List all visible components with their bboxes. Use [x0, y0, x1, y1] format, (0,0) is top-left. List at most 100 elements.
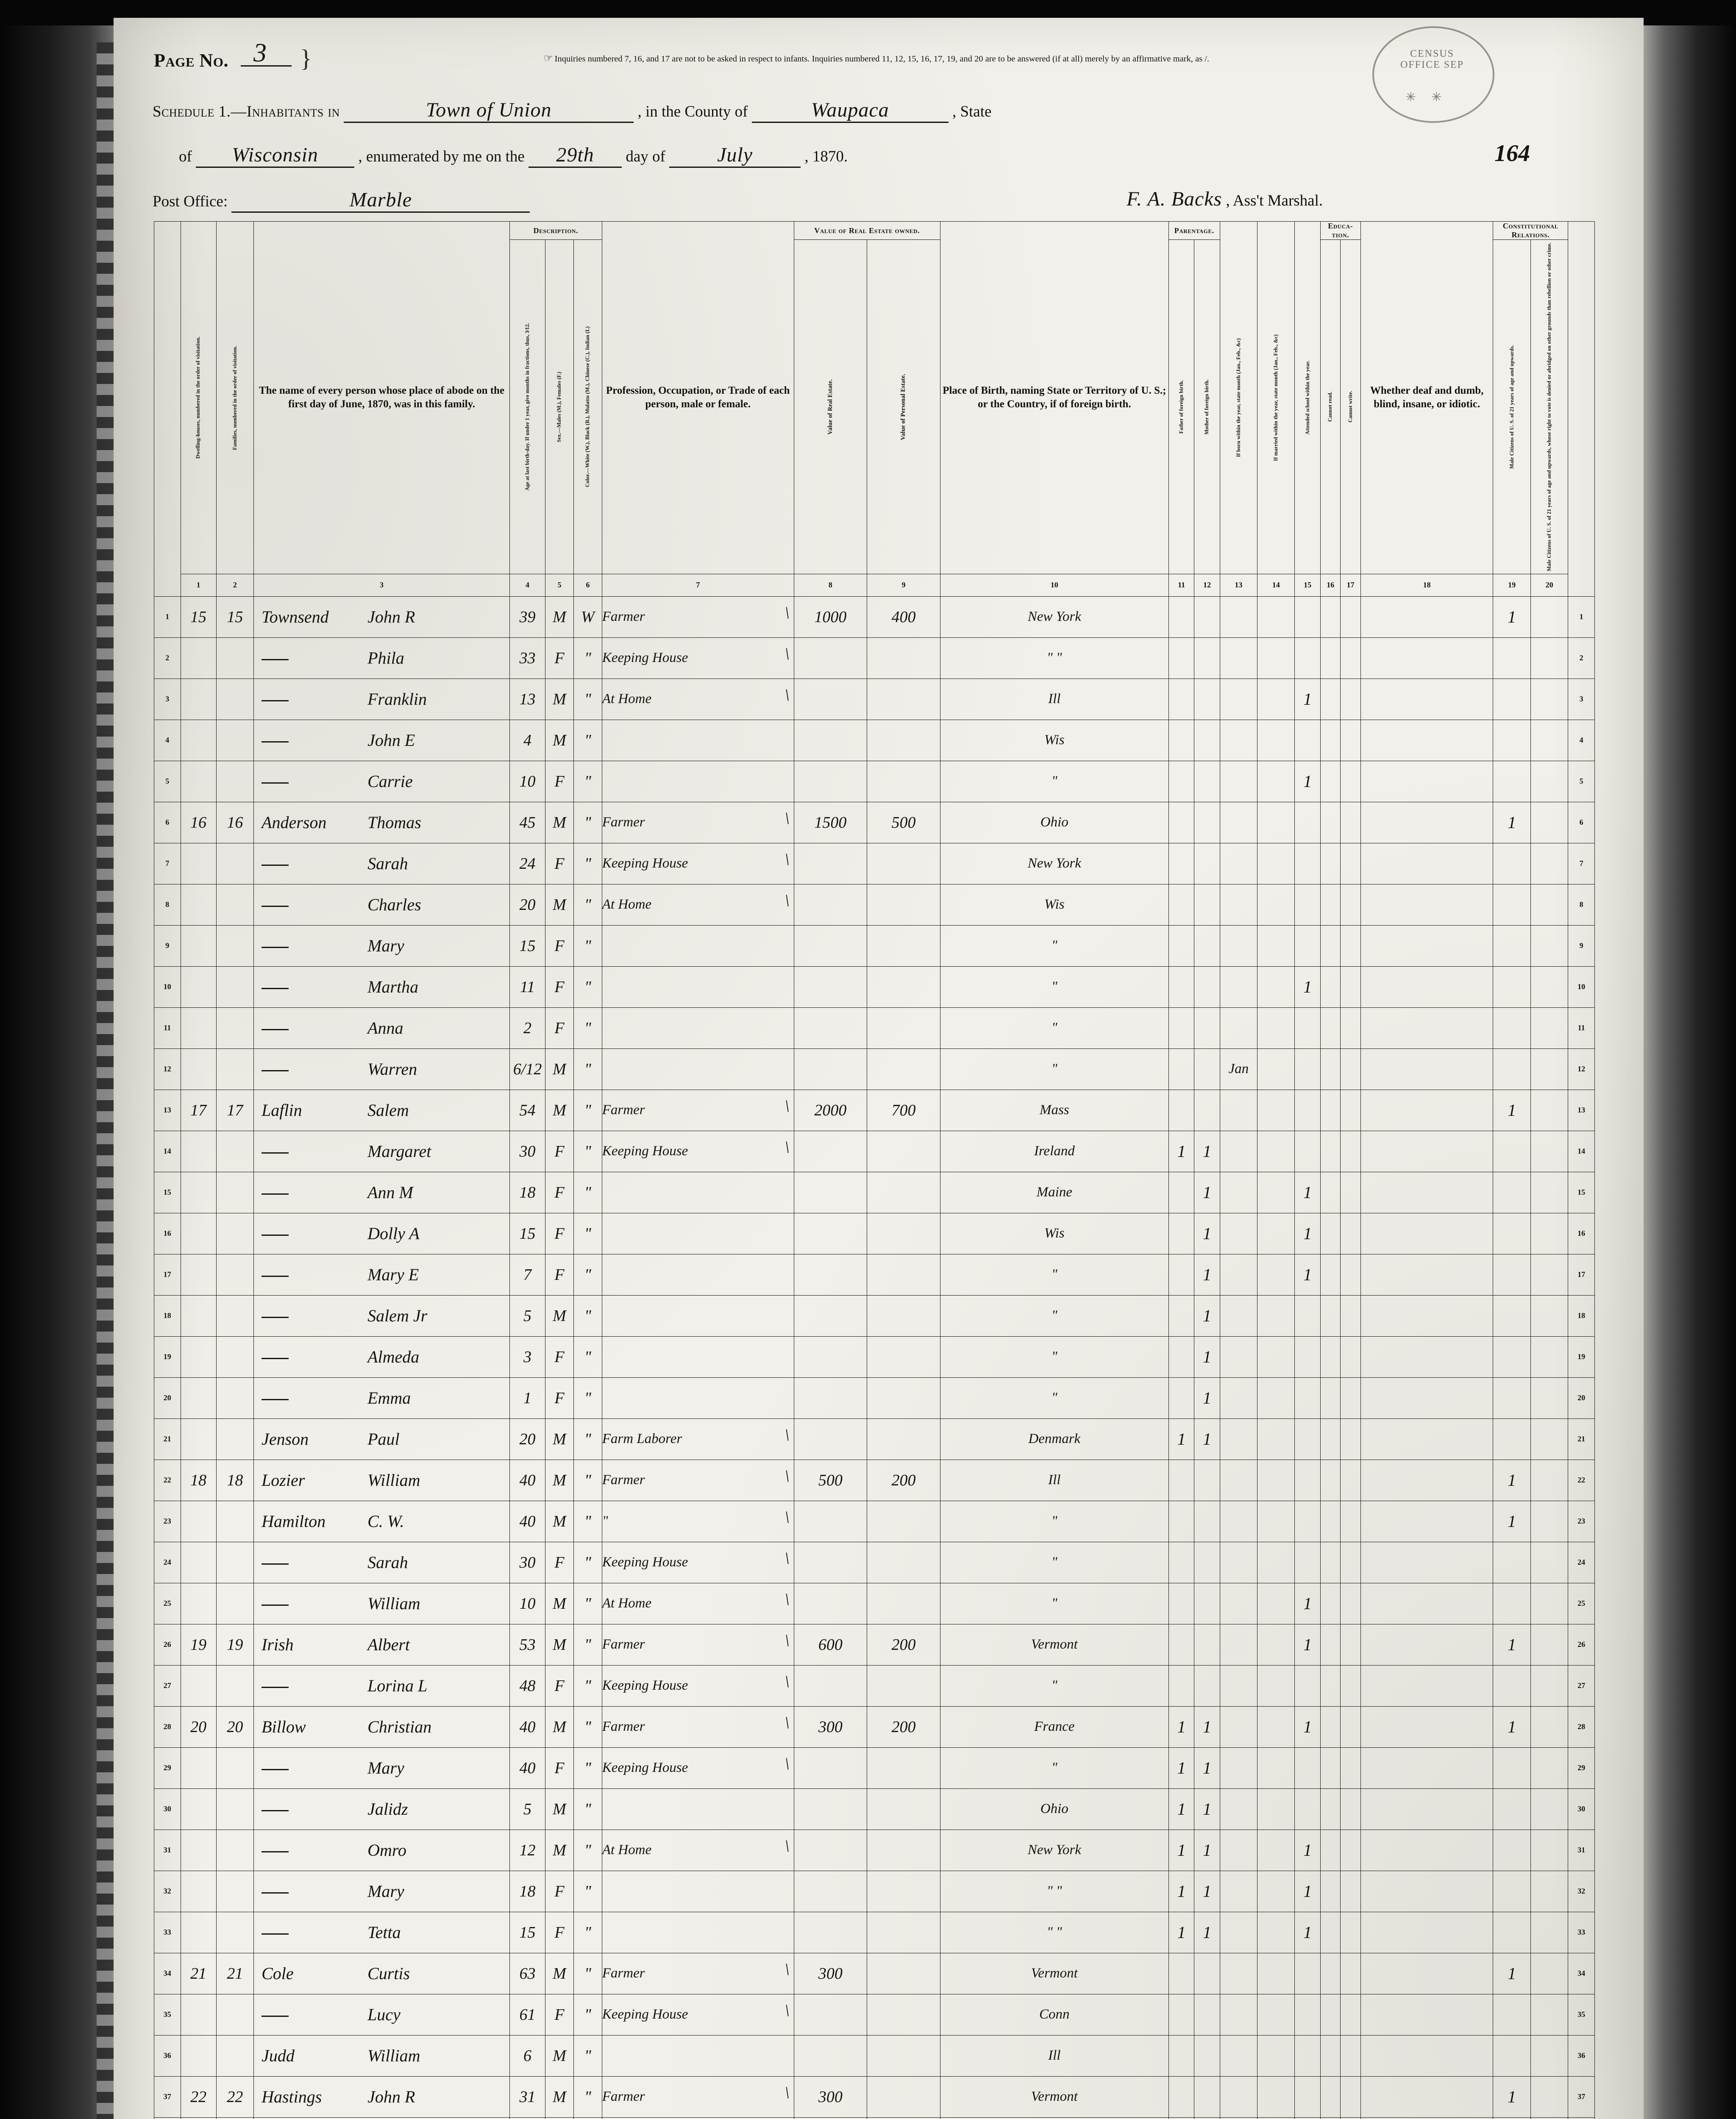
cell-cit20: [1530, 966, 1569, 1008]
cell-surname: [262, 855, 367, 872]
cell-birth: " ": [940, 1911, 1169, 1953]
cell-birth: ": [940, 966, 1169, 1008]
cell-school: 1: [1294, 1829, 1321, 1871]
cell-real: [793, 2117, 868, 2119]
cell-family: 22: [216, 2076, 254, 2118]
cell-cantread: [1320, 1171, 1341, 1213]
table-row: 15 Ann M 18 F " Maine 1 1 15: [154, 1171, 1595, 1213]
header-col-14: If married within the year, state month …: [1257, 221, 1295, 574]
cell-real-value: 2000: [814, 1101, 847, 1119]
cell-m_for: [1194, 596, 1220, 638]
cell-color: ": [573, 1130, 602, 1172]
cell-cit20: [1530, 1624, 1569, 1666]
cell-color: ": [573, 1747, 602, 1789]
cell-m_for: [1194, 1541, 1220, 1583]
cell-surname: [262, 979, 367, 996]
cell-color-value: ": [584, 895, 591, 914]
cell-cantwrite: [1340, 1459, 1361, 1501]
cell-marr_mo: [1257, 1459, 1295, 1501]
cell-occupation: Farmer \: [601, 2076, 794, 2118]
cell-given-name: Mary: [367, 936, 404, 955]
cell-birth-value: Ireland: [1034, 1143, 1075, 1159]
cell-occupation: At Home \: [601, 884, 794, 926]
cell-real: 300: [793, 1952, 868, 1994]
cell-cit20: [1530, 843, 1569, 884]
table-row: 1 15 15 Townsend John R 39 M W Farmer \ 1000 400 New…: [154, 596, 1595, 638]
cell-occupation-value: Farmer: [602, 1966, 645, 1981]
cell-cit19-value: 1: [1508, 1511, 1516, 1531]
cell-color-value: ": [584, 690, 591, 708]
table-row: 14 Margaret 30 F " Keeping House \ Ireland 1 1 14: [154, 1130, 1595, 1172]
cell-age-value: 53: [519, 1635, 536, 1654]
cell-real: [793, 884, 868, 926]
cell-surname: Irish: [262, 1635, 294, 1654]
cell-school-value: 1: [1303, 1224, 1312, 1243]
cell-occupation: Keeping House \: [601, 1665, 794, 1707]
cell-personal-value: 400: [891, 608, 916, 626]
cell-family: [216, 1377, 254, 1419]
cell-f_for-value: 1: [1177, 1922, 1186, 1942]
cell-surname: Hastings: [262, 2087, 322, 2106]
cell-dwelling: [180, 925, 217, 967]
cell-name: Lucy: [253, 1994, 510, 2036]
cell-sex: F: [545, 843, 574, 884]
cell-cit20: [1530, 2076, 1569, 2118]
cell-color: ": [573, 1007, 602, 1049]
cell-name: Cole Curtis: [253, 1952, 510, 1994]
cell-cit19-value: 1: [1508, 1470, 1516, 1490]
cell-birth-value: Ohio: [1040, 815, 1068, 830]
cell-cantread: [1320, 1870, 1341, 1912]
census-rows-body: 1 15 15 Townsend John R 39 M W Farmer \ 1000 400 New…: [154, 596, 1595, 2119]
marshal-signature: F. A. Backs: [1127, 188, 1222, 210]
cell-school: 1: [1294, 1171, 1321, 1213]
cell-birth: Vermont: [940, 1624, 1169, 1666]
cell-birth: Ill: [940, 2035, 1169, 2077]
cell-surname: [262, 1677, 367, 1694]
cell-sex-value: M: [553, 1718, 566, 1736]
cell-personal: [867, 719, 940, 761]
cell-f_for: [1168, 1624, 1195, 1666]
cell-m_for-value: 1: [1202, 1306, 1211, 1325]
cell-marr_mo: [1257, 1007, 1295, 1049]
table-row: 31 Omro 12 M " At Home \ New York 1 1 1 31: [154, 1829, 1595, 1871]
cell-age-value: 12: [519, 1841, 536, 1859]
cell-m_for: [1194, 1007, 1220, 1049]
cell-school: 1: [1294, 678, 1321, 720]
cell-defect: [1360, 843, 1494, 884]
cell-surname: [262, 650, 367, 667]
cell-age-value: 15: [519, 1923, 536, 1941]
cell-cit19: [1493, 1336, 1531, 1378]
row-number-left: 30: [154, 1788, 181, 1830]
cell-cantread: [1320, 678, 1341, 720]
column-number-11: 11: [1168, 573, 1195, 597]
cell-age-value: 30: [519, 1142, 536, 1160]
cell-cantread: [1320, 1582, 1341, 1624]
cell-cantread: [1320, 1048, 1341, 1090]
cell-m_for: 1: [1194, 1706, 1220, 1748]
cell-cit19: [1493, 925, 1531, 967]
cell-marr_mo: [1257, 596, 1295, 638]
header-col-12: Mother of foreign birth.: [1194, 239, 1220, 574]
cell-cantwrite: [1340, 2076, 1361, 2118]
enumerated-label: , enumerated by me on the: [358, 148, 525, 165]
cell-f_for: [1168, 1171, 1195, 1213]
cell-f_for: [1168, 2117, 1195, 2119]
cell-color: ": [573, 1048, 602, 1090]
cell-cit19-value: 1: [1508, 1100, 1516, 1120]
cell-occupation: [601, 1336, 794, 1378]
cell-sex-value: M: [553, 1430, 566, 1448]
cell-f_for: [1168, 1952, 1195, 1994]
cell-birth-value: ": [1051, 1678, 1057, 1694]
cell-school: 1: [1294, 1582, 1321, 1624]
occupation-trailing-slash: \: [785, 808, 790, 828]
cell-sex-value: M: [553, 1800, 566, 1818]
cell-family: [216, 843, 254, 884]
cell-cit20: [1530, 1459, 1569, 1501]
cell-age-value: 5: [523, 1800, 531, 1818]
cell-name: Irish Albert: [253, 1624, 510, 1666]
cell-cit20: [1530, 1829, 1569, 1871]
cell-marr_mo: [1257, 719, 1295, 761]
cell-school: 1: [1294, 760, 1321, 802]
header-col-5: Sex.—Males (M.), Females (F.): [545, 239, 574, 574]
cell-cit19: [1493, 1829, 1531, 1871]
